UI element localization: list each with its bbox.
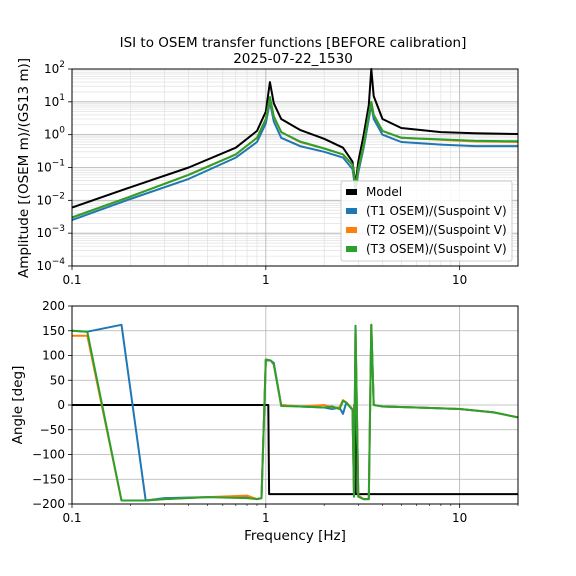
amplitude-ticks: 0.1 1 10 10−4 10−3 10−2 10−1 100 101 102 [36, 60, 467, 287]
phase-y-tick-label: −150 [32, 472, 65, 486]
phase-x-tick-label: 10 [452, 511, 467, 525]
legend-label-model: Model [366, 185, 402, 199]
amplitude-series-model [71, 68, 519, 209]
amplitude-y-tick-label: 101 [44, 93, 65, 109]
phase-y-axis-label: Angle [deg] [10, 366, 26, 445]
amplitude-x-tick-label: 10 [452, 273, 467, 287]
phase-series-t3 [71, 323, 519, 502]
amplitude-y-tick-label: 100 [44, 126, 65, 142]
legend-swatch-model [346, 189, 357, 195]
amplitude-y-tick-label: 10−3 [36, 224, 65, 240]
phase-y-tick-label: 100 [42, 349, 65, 363]
legend-label-t1: (T1 OSEM)/(Suspoint V) [366, 204, 507, 218]
chart-title: ISI to OSEM transfer functions [BEFORE c… [120, 35, 467, 51]
phase-y-tick-label: 150 [42, 324, 65, 338]
amplitude-x-tick-label: 1 [262, 273, 270, 287]
legend-swatch-t1 [346, 208, 357, 214]
amplitude-legend: Model (T1 OSEM)/(Suspoint V) (T2 OSEM)/(Su… [340, 180, 513, 262]
chart-subtitle: 2025-07-22_1530 [233, 51, 353, 67]
phase-ticks: 0.1 1 10 200 150 100 50 0 −50 −100 −150 −200 [32, 299, 519, 525]
phase-x-tick-label: 1 [262, 511, 270, 525]
phase-y-tick-label: −200 [32, 497, 65, 511]
amplitude-plot: 0.1 1 10 10−4 10−3 10−2 10−1 100 101 102 Amplitud… [16, 58, 519, 287]
legend-swatch-t2 [346, 227, 357, 233]
phase-y-tick-label: −50 [40, 423, 65, 437]
phase-x-tick-label: 0.1 [62, 511, 81, 525]
frequency-x-axis-label: Frequency [Hz] [244, 528, 346, 544]
legend-swatch-t3 [346, 246, 357, 252]
amplitude-x-tick-label: 0.1 [62, 273, 81, 287]
phase-y-tick-label: 50 [50, 373, 65, 387]
legend-label-t2: (T2 OSEM)/(Suspoint V) [366, 223, 507, 237]
amplitude-y-tick-label: 10−2 [36, 191, 65, 207]
amplitude-y-tick-label: 10−1 [36, 159, 65, 175]
amplitude-series [71, 68, 519, 222]
legend-box [340, 180, 513, 262]
phase-y-tick-label: −100 [32, 448, 65, 462]
amplitude-y-axis-label: Amplitude [(OSEM m)/(GS13 m)] [16, 58, 32, 278]
amplitude-series-t1 [71, 100, 518, 222]
phase-y-tick-label: 200 [42, 299, 65, 313]
phase-series [71, 323, 519, 502]
amplitude-y-tick-label: 10−4 [36, 257, 65, 273]
amplitude-y-tick-label: 102 [44, 60, 65, 76]
legend-label-t3: (T3 OSEM)/(Suspoint V) [366, 242, 507, 256]
phase-y-tick-label: 0 [57, 398, 65, 412]
amplitude-series-t3 [71, 96, 519, 219]
phase-plot: 0.1 1 10 200 150 100 50 0 −50 −100 −150 −200 Angle … [10, 299, 519, 544]
